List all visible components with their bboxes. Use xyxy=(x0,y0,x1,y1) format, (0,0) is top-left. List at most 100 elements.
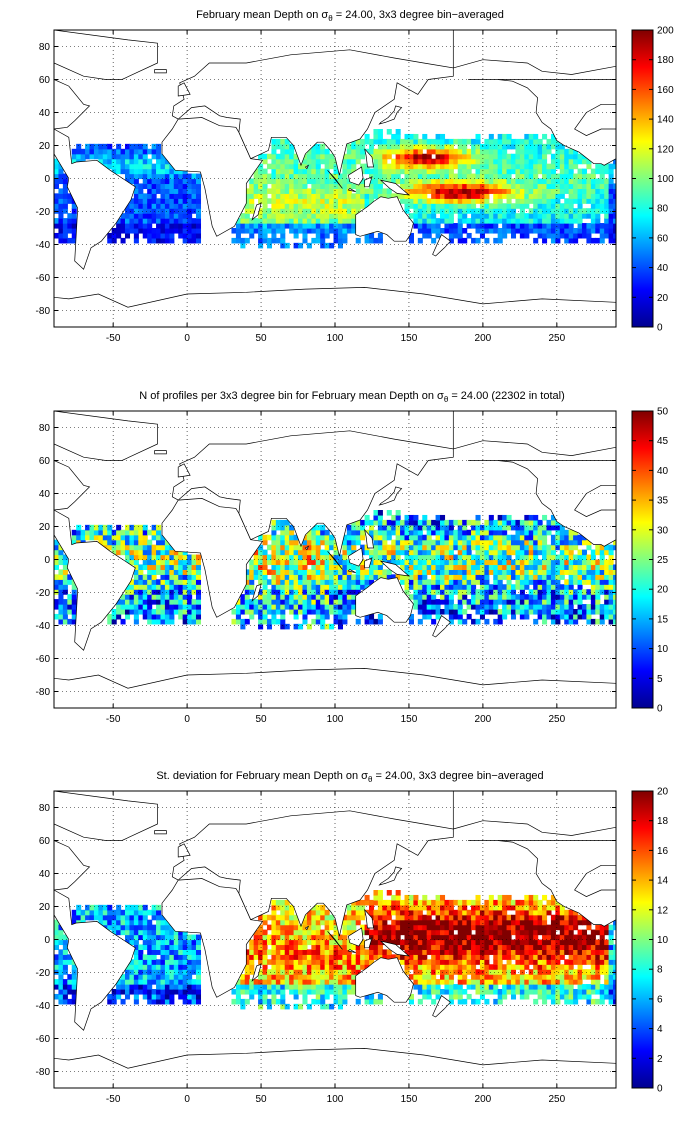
data-cell xyxy=(515,143,521,150)
data-cell xyxy=(471,559,477,566)
data-cell xyxy=(187,188,193,194)
data-cell xyxy=(133,223,139,229)
data-cell xyxy=(320,569,326,575)
data-cell xyxy=(369,188,375,194)
data-cell xyxy=(289,183,295,189)
data-cell xyxy=(484,529,490,536)
data-cell xyxy=(280,579,286,585)
data-cell xyxy=(519,188,525,194)
data-cell xyxy=(164,964,170,970)
data-cell xyxy=(471,188,477,194)
data-cell xyxy=(453,232,459,239)
data-cell xyxy=(377,519,383,526)
data-cell xyxy=(550,579,556,585)
data-cell xyxy=(240,218,246,224)
data-cell xyxy=(289,524,295,531)
data-cell xyxy=(151,559,157,566)
data-cell xyxy=(386,934,392,941)
data-cell xyxy=(275,524,281,531)
data-cell xyxy=(444,574,450,580)
data-cell xyxy=(333,989,339,995)
data-cell xyxy=(488,559,494,566)
data-cell xyxy=(484,599,490,605)
data-cell xyxy=(346,574,352,580)
data-cell xyxy=(546,203,552,209)
data-cell xyxy=(107,924,113,931)
data-cell xyxy=(129,198,135,204)
data-cell xyxy=(457,564,463,570)
data-cell xyxy=(160,549,166,556)
data-cell xyxy=(608,579,614,585)
data-cell xyxy=(466,218,472,224)
data-cell xyxy=(360,924,366,931)
data-cell xyxy=(71,228,77,234)
data-cell xyxy=(542,569,548,575)
data-cell xyxy=(422,599,428,605)
data-cell xyxy=(289,969,295,975)
data-cell xyxy=(413,599,419,605)
data-cell xyxy=(271,218,277,224)
data-cell xyxy=(471,594,477,600)
data-cell xyxy=(373,939,379,946)
data-cell xyxy=(426,944,432,950)
data-cell xyxy=(462,218,468,224)
data-cell xyxy=(271,223,277,229)
data-cell xyxy=(116,613,122,620)
data-cell xyxy=(555,618,561,625)
data-cell xyxy=(400,534,406,541)
data-cell xyxy=(138,218,144,224)
data-cell xyxy=(102,919,108,926)
data-cell xyxy=(337,237,343,244)
data-cell xyxy=(133,599,139,605)
data-cell xyxy=(422,979,428,985)
data-cell xyxy=(333,964,339,970)
data-cell xyxy=(386,173,392,180)
data-cell xyxy=(333,599,339,605)
data-cell xyxy=(182,232,188,239)
data-cell xyxy=(151,168,157,175)
data-cell xyxy=(173,949,179,955)
data-cell xyxy=(293,604,299,610)
data-cell xyxy=(289,534,295,541)
data-cell xyxy=(506,223,512,229)
data-cell xyxy=(164,158,170,165)
data-cell xyxy=(324,232,330,239)
data-cell xyxy=(351,519,357,526)
data-cell xyxy=(524,584,530,590)
data-cell xyxy=(457,549,463,556)
data-cell xyxy=(471,589,477,595)
data-cell xyxy=(235,228,241,234)
data-cell xyxy=(497,544,503,551)
data-cell xyxy=(431,208,437,214)
data-cell xyxy=(555,554,561,561)
data-cell xyxy=(448,218,454,224)
data-cell xyxy=(506,554,512,561)
data-cell xyxy=(302,203,308,209)
data-cell xyxy=(528,599,534,605)
data-cell xyxy=(107,163,113,170)
data-cell xyxy=(546,529,552,536)
landmass xyxy=(432,234,451,257)
data-cell xyxy=(364,133,370,140)
data-cell xyxy=(568,529,574,536)
data-cell xyxy=(133,158,139,165)
data-cell xyxy=(404,534,410,541)
colorbar-tick-label: 35 xyxy=(657,496,669,507)
data-cell xyxy=(258,924,264,931)
data-cell xyxy=(271,979,277,985)
data-cell xyxy=(178,959,184,965)
data-cell xyxy=(164,188,170,194)
data-cell xyxy=(311,183,317,189)
data-cell xyxy=(519,228,525,234)
data-cell xyxy=(271,589,277,595)
data-cell xyxy=(404,168,410,175)
colorbar-tick-label: 60 xyxy=(657,233,669,244)
data-cell xyxy=(62,939,68,946)
data-cell xyxy=(195,954,202,960)
data-cell xyxy=(271,203,277,209)
data-cell xyxy=(413,524,419,531)
data-cell xyxy=(417,579,423,585)
data-cell xyxy=(147,228,153,234)
data-cell xyxy=(262,993,268,1000)
data-cell xyxy=(471,183,477,189)
